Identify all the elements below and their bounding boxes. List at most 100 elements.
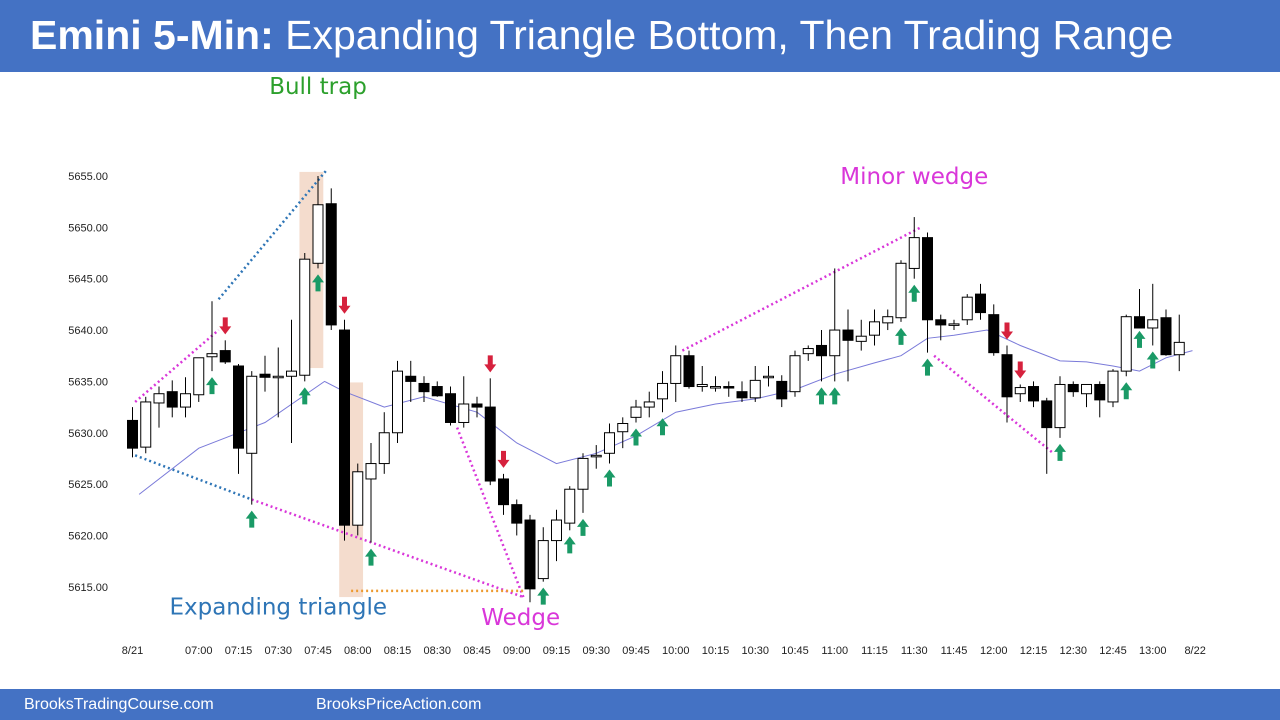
candle-body-52 [816,344,827,357]
buy-signal-arrow-40 [656,418,669,436]
sell-signal-arrow-66 [1001,322,1013,340]
slide-title: Emini 5-Min: Expanding Triangle Bottom, … [30,12,1173,59]
x-tick-label-24: 12:45 [1099,645,1127,657]
candle-body-68 [1028,386,1039,402]
buy-signal-arrow-9 [245,510,258,528]
candle-body-45 [723,386,735,389]
y-tick-label-7: 5650.00 [68,222,108,234]
candle-body-16 [339,329,350,526]
candle-body-43 [696,383,708,388]
x-tick-label-11: 09:30 [582,645,610,657]
annotation-label-1: Minor wedge [840,164,988,190]
candle-body-37 [617,423,629,433]
candle-body-30 [524,519,536,590]
buy-signal-arrow-34 [577,518,589,536]
y-tick-label-4: 5635.00 [68,376,108,388]
candle-body-13 [299,258,311,376]
candle-body-74 [1107,370,1119,403]
candle-body-49 [776,380,788,400]
candle-body-15 [325,203,337,326]
annotation-label-0: Bull trap [269,74,367,100]
x-tick-label-10: 09:15 [543,645,571,657]
candle-body-60 [922,237,933,321]
candle-body-1 [140,401,152,448]
candle-body-21 [405,375,417,382]
x-tick-label-14: 10:15 [702,645,730,657]
x-tick-label-20: 11:45 [941,645,968,657]
buy-signal-arrow-75 [1120,382,1133,400]
candle-body-20 [392,370,403,434]
buy-signal-arrow-38 [630,428,642,446]
trendline-minor-wedge [681,226,922,352]
x-tick-label-8: 08:45 [463,645,491,657]
candle-body-10 [259,373,271,378]
candle-body-32 [551,519,562,542]
candle-body-70 [1054,383,1066,429]
candle-body-63 [961,296,973,321]
x-tick-label-5: 08:00 [344,645,372,657]
x-tick-label-6: 08:15 [384,645,412,657]
candle-body-47 [749,379,761,399]
x-tick-label-22: 12:15 [1020,645,1048,657]
candle-body-56 [869,321,880,336]
sell-signal-arrow-16 [338,296,351,314]
candle-body-78 [1160,317,1172,356]
candle-body-34 [577,457,589,490]
x-tick-label-19: 11:30 [901,645,928,657]
candle-body-54 [842,329,854,341]
candle-body-61 [935,319,947,326]
candle-body-69 [1041,400,1053,429]
y-tick-label-1: 5620.00 [68,530,108,542]
candle-body-27 [484,406,496,482]
candle-body-72 [1081,383,1092,395]
trendline-triangle-lower-1 [134,454,253,501]
candle-body-7 [219,350,231,363]
candle-body-57 [882,316,894,324]
candle-body-55 [855,335,867,342]
x-tick-label-25: 13:00 [1139,645,1167,657]
x-tick-label-1: 07:00 [185,645,213,657]
buy-signal-arrow-14 [312,274,324,292]
slide-title-rest: Expanding Triangle Bottom, Then Trading … [285,12,1174,58]
trendline-wedge-down [933,354,1055,455]
x-tick-label-26: 8/22 [1184,645,1205,657]
candle-body-76 [1134,316,1145,329]
x-tick-label-7: 08:30 [423,645,451,657]
trendline-wedge-upper [455,427,525,598]
y-tick-label-2: 5625.00 [68,479,108,491]
candle-body-23 [431,386,443,397]
candle-body-79 [1173,341,1185,356]
footer-link-brookspriceaction[interactable]: BrooksPriceAction.com [316,696,482,713]
buy-signal-arrow-52 [815,387,828,405]
buy-signal-arrow-13 [298,387,311,405]
candlestick-chart: 5615.00 5620.00 5625.00 5630.00 5635.00 5640.… [68,74,1206,657]
candle-body-14 [312,204,324,264]
candle-body-46 [736,391,748,399]
buy-signal-arrow-60 [921,358,934,376]
x-tick-label-13: 10:00 [662,645,690,657]
x-tick-label-21: 12:00 [980,645,1008,657]
candle-body-50 [789,355,801,393]
x-tick-label-0: 8/21 [122,645,143,657]
candle-body-29 [511,504,523,524]
candle-body-62 [948,323,960,326]
ema-line [138,329,1193,495]
candle-body-38 [630,406,642,418]
x-tick-label-4: 07:45 [304,645,332,657]
x-tick-label-3: 07:30 [264,645,292,657]
candle-body-28 [498,478,509,506]
buy-signal-arrow-59 [908,284,921,302]
footer-link-brookstradingcourse[interactable]: BrooksTradingCourse.com [24,696,214,713]
candle-body-53 [829,329,841,357]
buy-signal-arrow-70 [1054,443,1066,461]
title-banner: Emini 5-Min: Expanding Triangle Bottom, … [0,0,1280,72]
x-tick-label-15: 10:30 [741,645,769,657]
candle-body-25 [458,403,470,423]
buy-signal-arrow-77 [1146,351,1159,369]
candle-body-17 [352,471,364,526]
candle-body-64 [975,293,986,314]
candle-body-31 [537,540,549,580]
sell-signal-arrow-7 [219,317,232,335]
candle-body-9 [246,375,258,454]
candle-body-12 [286,370,297,377]
